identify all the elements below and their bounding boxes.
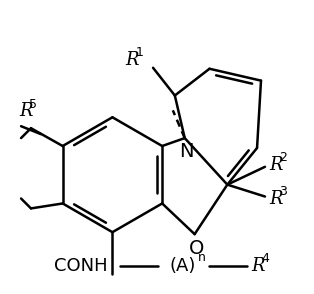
Text: (A): (A) xyxy=(170,257,196,275)
Text: R: R xyxy=(19,102,33,120)
Text: O: O xyxy=(189,238,204,258)
Text: n: n xyxy=(198,251,205,264)
Text: R: R xyxy=(125,51,139,69)
Text: 5: 5 xyxy=(29,98,37,111)
Text: R: R xyxy=(269,190,282,208)
Text: 2: 2 xyxy=(279,151,287,164)
Text: 3: 3 xyxy=(279,185,287,198)
Text: 1: 1 xyxy=(135,46,143,59)
Text: CONH: CONH xyxy=(54,257,107,275)
Text: R: R xyxy=(251,257,265,275)
Text: 4: 4 xyxy=(261,253,269,265)
Text: R: R xyxy=(269,156,282,174)
Text: N: N xyxy=(180,143,194,161)
